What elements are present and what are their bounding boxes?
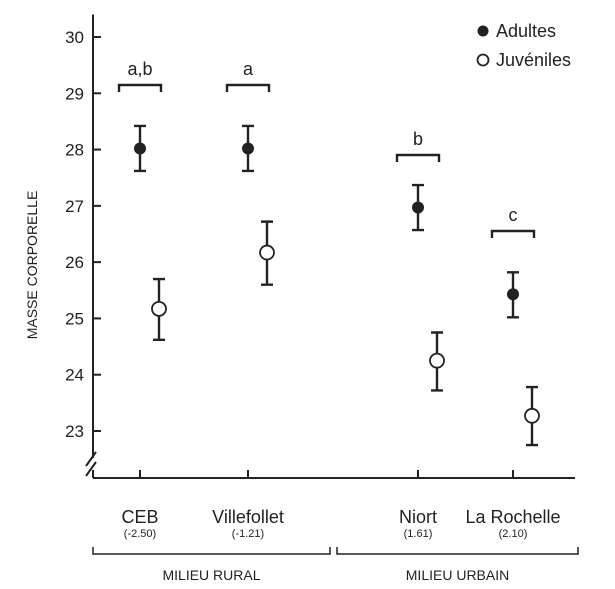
y-tick-label: 28 [65,141,84,160]
x-tick-sublabel: (-2.50) [124,528,156,540]
significance-bracket [117,83,163,92]
data-point [412,201,424,214]
group-label: MILIEU RURAL [162,567,260,583]
significance-letter: b [413,129,423,149]
x-tick-label: Villefollet [212,507,284,527]
legend-marker-juveniles [476,53,490,67]
legend-marker-adultes [477,25,489,37]
y-tick-label: 30 [65,28,84,47]
significance-letter: a,b [127,59,152,79]
data-point [259,244,275,261]
significance-bracket [225,83,271,92]
x-tick-label: La Rochelle [465,507,560,527]
legend-label-juveniles: Juvéniles [496,50,571,70]
y-axis-break-mark-upper [85,451,97,467]
y-axis-break-mark-lower [85,461,97,477]
y-tick-label: 29 [65,84,84,103]
data-point [507,288,519,301]
x-tick-label: CEB [121,507,158,527]
significance-bracket [490,229,536,238]
group-label: MILIEU URBAIN [406,567,509,583]
data-point [242,142,254,155]
x-tick-label: Niort [399,507,437,527]
y-tick-label: 26 [65,253,84,272]
data-point [524,407,540,424]
data-point [134,142,146,155]
y-axis-label: MASSE CORPORELLE [24,191,40,340]
group-bracket [336,547,579,555]
y-tick-label: 25 [65,309,84,328]
legend-label-adultes: Adultes [496,21,556,41]
y-tick-label: 24 [65,366,84,385]
x-tick-sublabel: (2.10) [499,528,528,540]
data-point [151,300,167,317]
y-tick-label: 27 [65,197,84,216]
legend: Adultes Juvéniles [476,21,571,70]
x-tick-sublabel: (1.61) [404,528,433,540]
x-tick-sublabel: (-1.21) [232,528,264,540]
significance-letter: c [509,205,518,225]
significance-bracket [395,153,441,162]
significance-letter: a [243,59,254,79]
y-tick-label: 23 [65,422,84,441]
data-point [429,352,445,369]
group-bracket [92,547,331,555]
